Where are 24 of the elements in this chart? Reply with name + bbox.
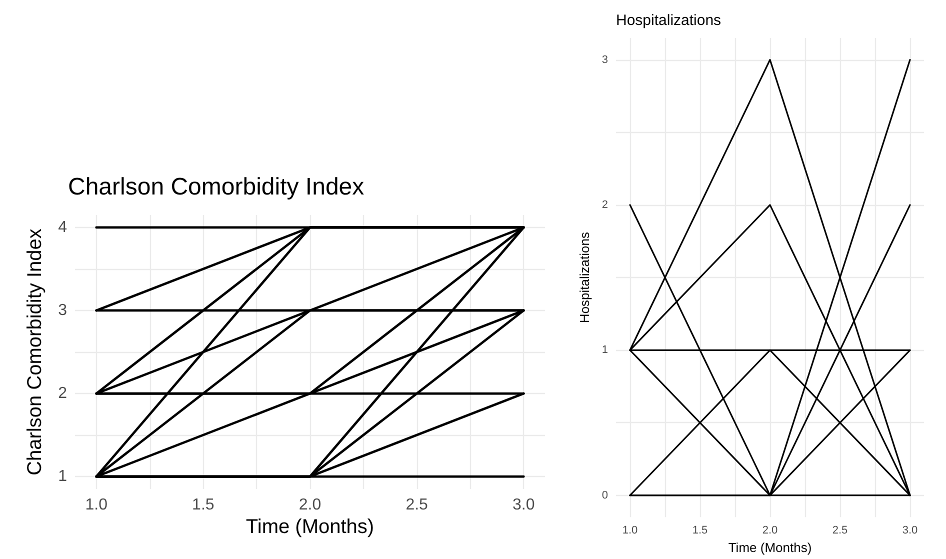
y-tick-label: 2: [58, 385, 68, 402]
y-tick-label: 3: [58, 302, 68, 319]
x-tick-label: 3.0: [902, 524, 918, 537]
x-axis-title: Time (Months): [246, 516, 374, 538]
y-tick-label: 2: [602, 198, 608, 211]
y-tick-label: 1: [58, 468, 68, 486]
x-tick-label: 3.0: [512, 496, 535, 514]
y-axis-title: Charlson Comorbidity Index: [24, 228, 46, 476]
y-tick-label: 4: [58, 218, 68, 236]
y-tick-label: 1: [602, 344, 608, 356]
chart-title: Hospitalizations: [616, 12, 722, 29]
x-tick-label: 1.5: [692, 524, 708, 537]
x-tick-label: 1.0: [622, 524, 638, 537]
y-tick-label: 3: [602, 54, 608, 66]
x-tick-label: 2.5: [832, 524, 848, 537]
x-tick-label: 2.0: [298, 496, 322, 514]
x-tick-label: 1.5: [192, 496, 214, 514]
x-axis-title: Time (Months): [728, 540, 812, 555]
y-axis-title: Hospitalizations: [576, 232, 592, 324]
x-tick-label: 2.5: [406, 496, 428, 514]
y-tick-label: 0: [602, 489, 608, 502]
x-tick-label: 2.0: [762, 524, 778, 537]
chart-title: Charlson Comorbidity Index: [68, 174, 364, 200]
x-tick-label: 1.0: [85, 496, 108, 514]
